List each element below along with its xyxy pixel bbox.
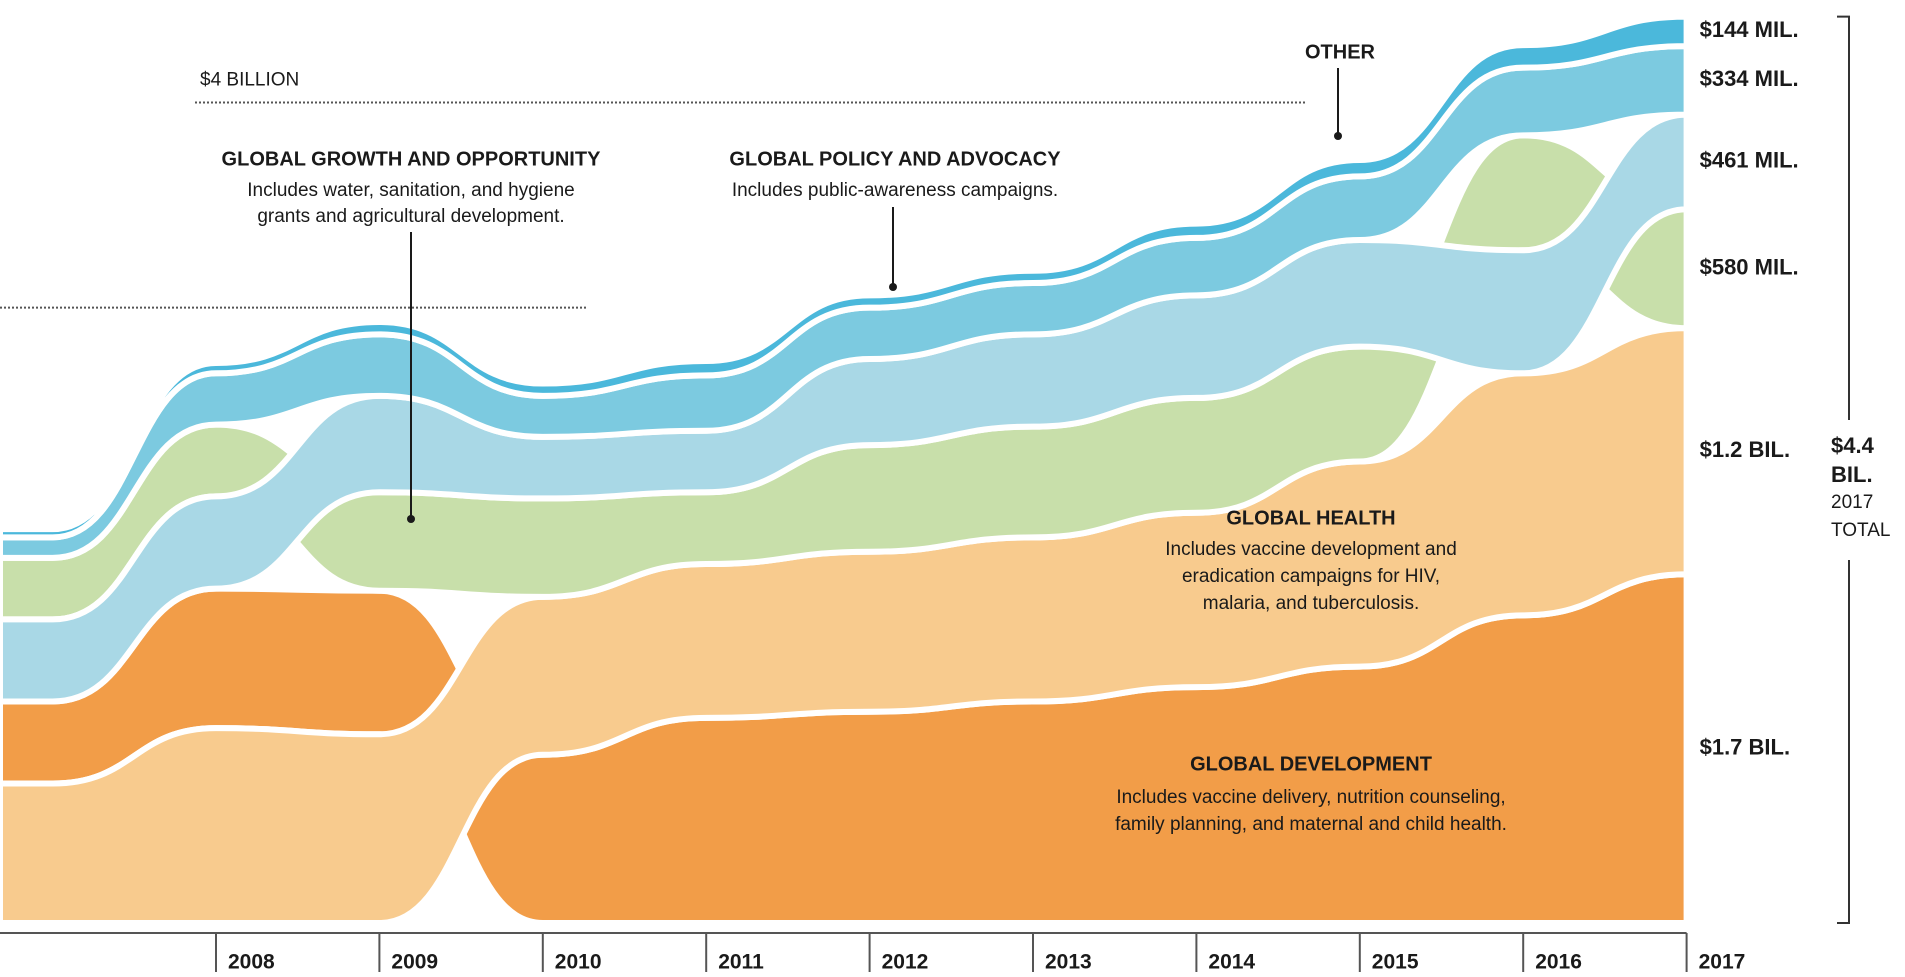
total-caption: 2017	[1831, 492, 1873, 513]
total-bracket	[1837, 15, 1850, 924]
x-tick-label: 2016	[1535, 951, 1582, 974]
total-label: BIL.	[1831, 462, 1873, 487]
pointer-dot	[1334, 132, 1342, 140]
x-tick-label: 2011	[718, 951, 764, 974]
labels: GLOBAL GROWTH AND OPPORTUNITY Includes w…	[222, 15, 1890, 924]
x-tick-label: 2008	[228, 951, 275, 974]
annotation-text: Includes water, sanitation, and hygiene	[247, 180, 574, 201]
x-tick-label: 2010	[555, 951, 602, 974]
annotation-title: GLOBAL HEALTH	[1226, 507, 1395, 529]
value-label: $580 MIL.	[1700, 255, 1799, 280]
x-tick-label: 2009	[391, 951, 438, 974]
value-label: $1.2 BIL.	[1700, 437, 1790, 462]
value-label: $144 MIL.	[1700, 17, 1799, 42]
value-label: $461 MIL.	[1700, 148, 1799, 173]
annotation-title: OTHER	[1305, 41, 1376, 63]
annotation-text: family planning, and maternal and child …	[1115, 814, 1507, 835]
value-label: $1.7 BIL.	[1700, 734, 1790, 759]
x-tick-label: 2012	[882, 951, 929, 974]
reference-label: $4 BILLION	[200, 70, 299, 91]
x-axis: 2008 2009 2010 2011 2012 2013 2014 2015 2016 2017	[0, 932, 1746, 974]
x-tick-label: 2013	[1045, 951, 1092, 974]
streams	[0, 13, 1690, 927]
reference-lines: $4 BILLION	[0, 70, 1306, 309]
annotation-title: GLOBAL DEVELOPMENT	[1190, 753, 1432, 775]
annotation-title: GLOBAL POLICY AND ADVOCACY	[729, 148, 1061, 170]
annotation-text: Includes public-awareness campaigns.	[732, 180, 1058, 201]
value-label: $334 MIL.	[1700, 66, 1799, 91]
x-tick-label: 2014	[1208, 951, 1255, 974]
annotation-text: grants and agricultural development.	[257, 206, 564, 227]
x-tick-label: 2017	[1699, 951, 1746, 974]
total-caption: TOTAL	[1831, 520, 1890, 541]
pointer-dot	[889, 283, 897, 291]
annotation-text: Includes vaccine development and	[1165, 539, 1457, 560]
total-label: $4.4	[1831, 433, 1875, 458]
annotation-text: malaria, and tuberculosis.	[1203, 593, 1420, 614]
annotation-text: Includes vaccine delivery, nutrition cou…	[1116, 787, 1505, 808]
annotation-text: eradication campaigns for HIV,	[1182, 566, 1440, 587]
stream-band	[0, 13, 1690, 541]
annotation-title: GLOBAL GROWTH AND OPPORTUNITY	[222, 148, 602, 170]
x-tick-label: 2015	[1372, 951, 1419, 974]
pointer-dot	[407, 515, 415, 523]
